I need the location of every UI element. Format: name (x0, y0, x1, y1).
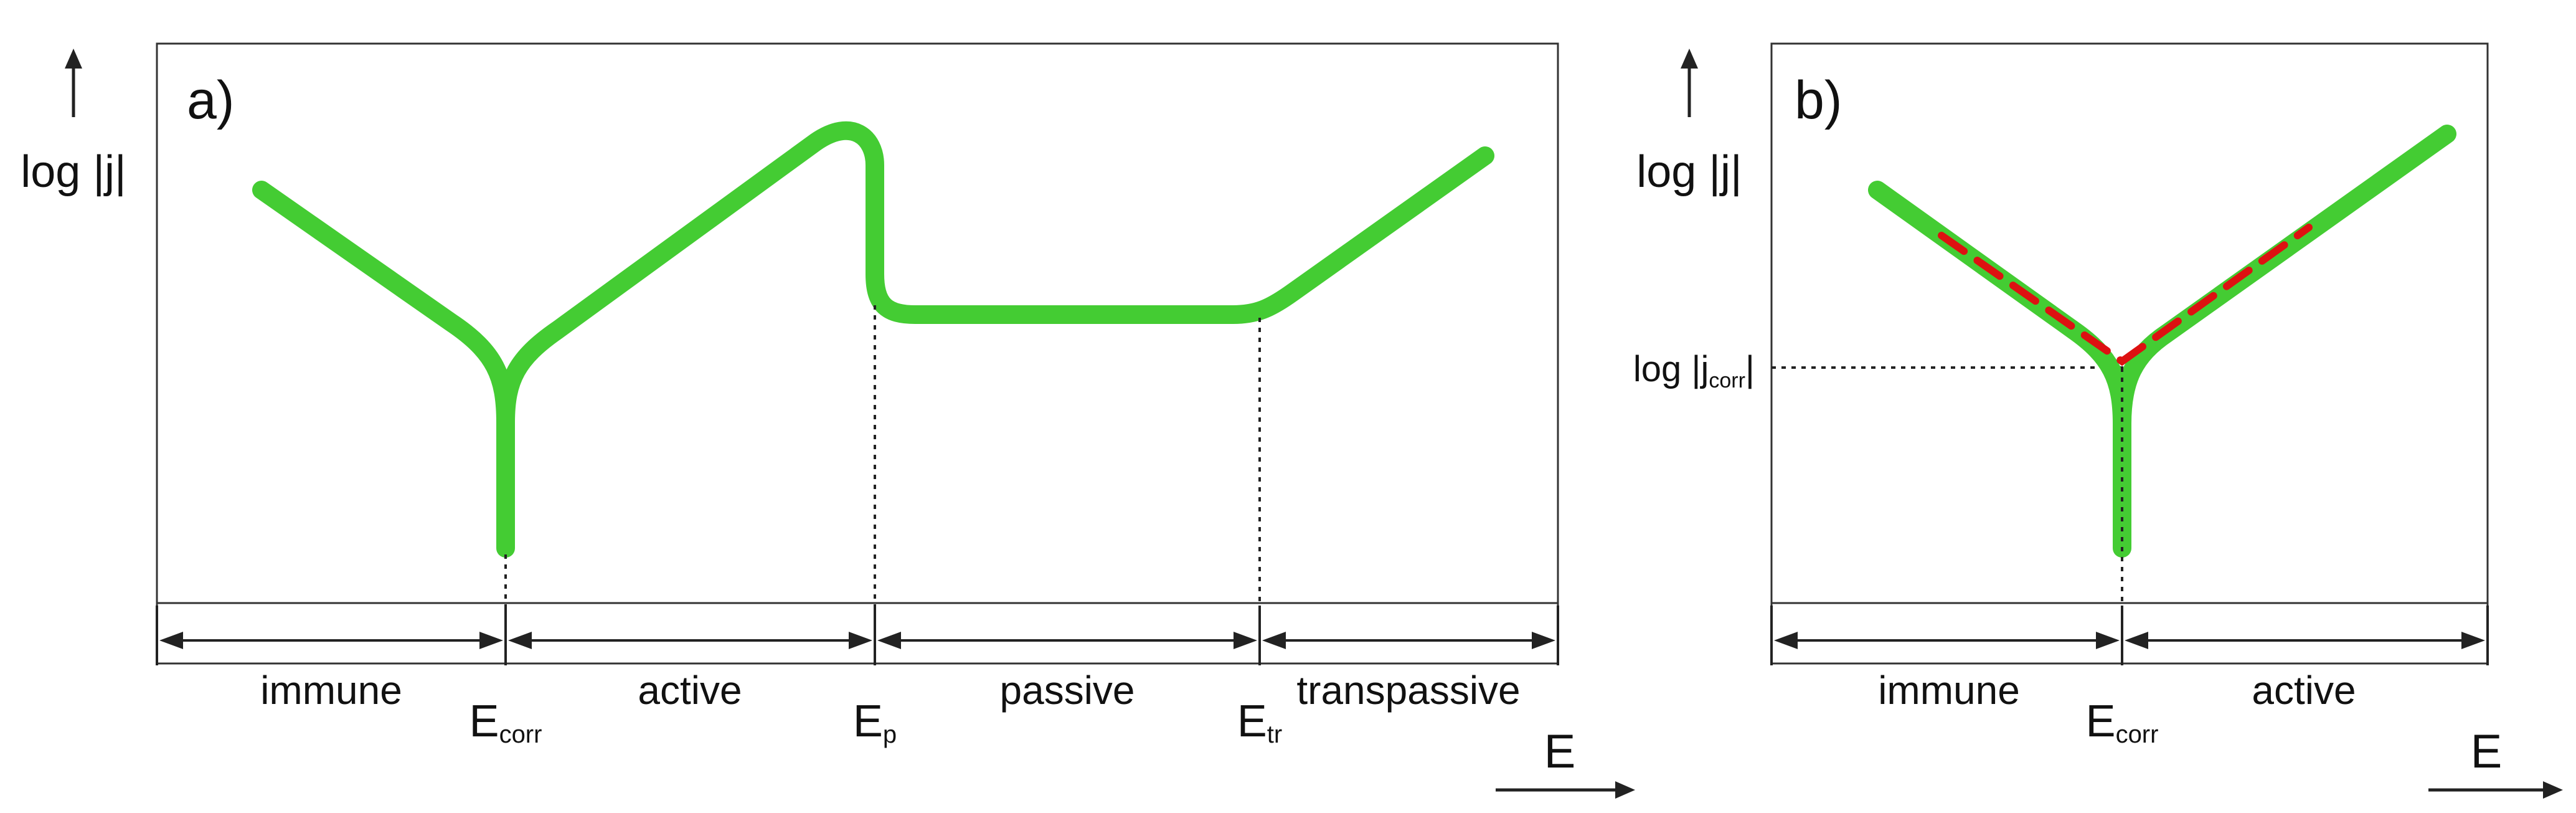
marker-subscript: tr (1267, 721, 1282, 748)
jcorr-prefix: log |j (1633, 349, 1709, 389)
arrowhead-left (1774, 632, 1798, 649)
region-label-immune: immune (260, 668, 402, 713)
panel-b-x-arrowhead (2543, 781, 2563, 799)
jcorr-subscript: corr (1709, 369, 1745, 392)
panel-a-x-arrowhead (1615, 781, 1635, 799)
marker-base: E (2086, 697, 2116, 746)
panel-a-y-arrowhead (65, 49, 82, 69)
panel-a-frame (156, 42, 1559, 665)
panel-b-xlabel: E (2471, 725, 2503, 778)
panel-a: a) log |j| (21, 42, 1635, 799)
arrowhead-right (1532, 632, 1555, 649)
arrowhead-right (2096, 632, 2120, 649)
panel-b-frame (1770, 42, 2489, 665)
marker-base: E (469, 697, 499, 746)
marker-ecorr: Ecorr (469, 697, 542, 748)
region-label-active: active (2252, 668, 2356, 713)
marker-base: E (853, 697, 883, 746)
arrowhead-left (1262, 632, 1286, 649)
marker-etr: Etr (1237, 697, 1282, 748)
panel-a-polarization-curve (252, 121, 1494, 558)
region-label-passive: passive (1000, 668, 1135, 713)
region-label-transpassive: transpassive (1296, 668, 1520, 713)
region-label-active: active (638, 668, 742, 713)
arrowhead-left (159, 632, 183, 649)
marker-ecorr: Ecorr (2086, 697, 2159, 748)
panel-a-label: a) (187, 70, 234, 130)
panel-a-ylabel: log |j| (21, 147, 126, 197)
arrowhead-left (877, 632, 901, 649)
arrowhead-right (479, 632, 503, 649)
panel-b-polarization-curve (1868, 125, 2456, 558)
panel-b-label: b) (1795, 70, 1842, 130)
panel-b-ylabel: log |j| (1636, 147, 1742, 197)
arrowhead-right (849, 632, 872, 649)
jcorr-label: log |jcorr| (1633, 349, 1755, 392)
arrowhead-left (508, 632, 532, 649)
panel-b-y-arrowhead (1681, 49, 1698, 69)
marker-subscript: corr (499, 721, 542, 748)
marker-base: E (1237, 697, 1267, 746)
tafel-fit-lines (1938, 224, 2313, 366)
jcorr-suffix: | (1745, 349, 1755, 389)
arrowhead-right (2461, 632, 2485, 649)
arrowhead-right (1234, 632, 1257, 649)
marker-ep: Ep (853, 697, 897, 748)
panel-a-xlabel: E (1544, 725, 1576, 778)
panel-b-region-arrows (1770, 606, 2489, 665)
panel-a-region-arrows (156, 606, 1559, 665)
panel-b: b) log |j| log |jcorr| immune active (1633, 42, 2563, 799)
region-label-immune: immune (1878, 668, 2020, 713)
marker-subscript: p (883, 721, 897, 748)
arrowhead-left (2125, 632, 2148, 649)
marker-subscript: corr (2116, 721, 2159, 748)
